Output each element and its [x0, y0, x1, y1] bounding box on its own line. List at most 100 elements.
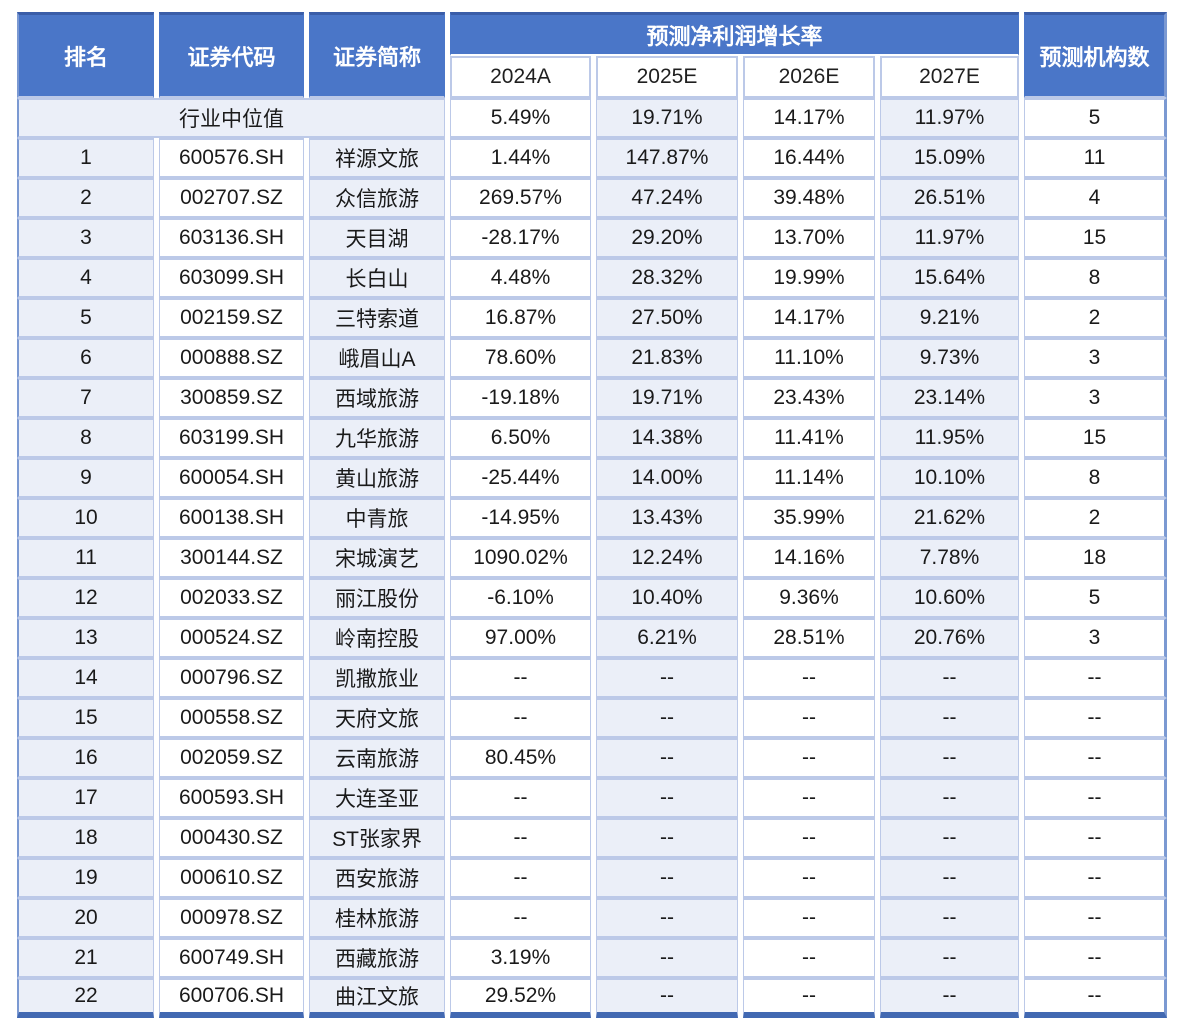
growth-2025e-cell: --: [596, 698, 738, 738]
growth-2024a-cell: 80.45%: [450, 738, 591, 778]
name-cell: 云南旅游: [309, 738, 445, 778]
growth-2027e-cell: 9.21%: [880, 298, 1019, 338]
name-cell: 峨眉山A: [309, 338, 445, 378]
growth-2024a-cell: 1.44%: [450, 138, 591, 178]
code-cell: 600593.SH: [159, 778, 304, 818]
rank-cell: 17: [17, 778, 154, 818]
table-row: 12 002033.SZ 丽江股份 -6.10% 10.40% 9.36% 10.60% 5: [17, 578, 1167, 618]
growth-2027e-cell: --: [880, 698, 1019, 738]
inst-count-cell: 5: [1024, 578, 1167, 618]
inst-count-cell: --: [1024, 978, 1167, 1018]
median-label: 行业中位值: [17, 98, 445, 138]
median-inst-count: 5: [1024, 98, 1167, 138]
rank-cell: 13: [17, 618, 154, 658]
growth-2025e-cell: 147.87%: [596, 138, 738, 178]
rank-cell: 19: [17, 858, 154, 898]
table-row: 20 000978.SZ 桂林旅游 -- -- -- -- --: [17, 898, 1167, 938]
growth-2024a-cell: 3.19%: [450, 938, 591, 978]
inst-count-cell: --: [1024, 818, 1167, 858]
inst-count-cell: 3: [1024, 338, 1167, 378]
growth-2026e-cell: --: [743, 698, 875, 738]
name-cell: 三特索道: [309, 298, 445, 338]
growth-2025e-cell: 12.24%: [596, 538, 738, 578]
table-row: 9 600054.SH 黄山旅游 -25.44% 14.00% 11.14% 10.10% 8: [17, 458, 1167, 498]
header-row-group: 排名 证券代码 证券简称 预测净利润增长率 预测机构数: [17, 12, 1167, 98]
code-cell: 000610.SZ: [159, 858, 304, 898]
growth-2027e-cell: 23.14%: [880, 378, 1019, 418]
growth-2026e-cell: 23.43%: [743, 378, 875, 418]
table-row: 2 002707.SZ 众信旅游 269.57% 47.24% 39.48% 26.51% 4: [17, 178, 1167, 218]
growth-2025e-cell: 14.00%: [596, 458, 738, 498]
rank-cell: 8: [17, 418, 154, 458]
rank-cell: 7: [17, 378, 154, 418]
table-row: 8 603199.SH 九华旅游 6.50% 14.38% 11.41% 11.95% 15: [17, 418, 1167, 458]
code-cell: 300144.SZ: [159, 538, 304, 578]
median-growth-2024a: 5.49%: [450, 98, 591, 138]
table-row: 4 603099.SH 长白山 4.48% 28.32% 19.99% 15.64% 8: [17, 258, 1167, 298]
name-cell: 天府文旅: [309, 698, 445, 738]
code-cell: 600138.SH: [159, 498, 304, 538]
table-row: 15 000558.SZ 天府文旅 -- -- -- -- --: [17, 698, 1167, 738]
growth-2027e-cell: --: [880, 978, 1019, 1018]
growth-2025e-cell: 13.43%: [596, 498, 738, 538]
rank-cell: 9: [17, 458, 154, 498]
growth-2024a-cell: -19.18%: [450, 378, 591, 418]
forecast-table: 排名 证券代码 证券简称 预测净利润增长率 预测机构数 2024A 2025E …: [12, 12, 1172, 1018]
inst-count-cell: 2: [1024, 498, 1167, 538]
code-cell: 603136.SH: [159, 218, 304, 258]
rank-cell: 11: [17, 538, 154, 578]
growth-2024a-cell: -28.17%: [450, 218, 591, 258]
inst-count-cell: --: [1024, 898, 1167, 938]
growth-2026e-cell: 19.99%: [743, 258, 875, 298]
name-cell: ST张家界: [309, 818, 445, 858]
growth-2026e-cell: --: [743, 858, 875, 898]
name-cell: 大连圣亚: [309, 778, 445, 818]
table-row: 14 000796.SZ 凯撒旅业 -- -- -- -- --: [17, 658, 1167, 698]
name-cell: 祥源文旅: [309, 138, 445, 178]
code-cell: 600749.SH: [159, 938, 304, 978]
growth-2024a-cell: 97.00%: [450, 618, 591, 658]
growth-2024a-cell: 6.50%: [450, 418, 591, 458]
growth-2026e-cell: 13.70%: [743, 218, 875, 258]
col-header-2027e: 2027E: [880, 56, 1019, 98]
code-cell: 603199.SH: [159, 418, 304, 458]
code-cell: 000888.SZ: [159, 338, 304, 378]
code-cell: 002033.SZ: [159, 578, 304, 618]
growth-2027e-cell: --: [880, 898, 1019, 938]
table-row: 3 603136.SH 天目湖 -28.17% 29.20% 13.70% 11.97% 15: [17, 218, 1167, 258]
growth-2024a-cell: 29.52%: [450, 978, 591, 1018]
code-cell: 000796.SZ: [159, 658, 304, 698]
inst-count-cell: 3: [1024, 618, 1167, 658]
col-header-code: 证券代码: [159, 12, 304, 98]
col-header-2024a: 2024A: [450, 56, 591, 98]
table-row: 5 002159.SZ 三特索道 16.87% 27.50% 14.17% 9.21% 2: [17, 298, 1167, 338]
code-cell: 000524.SZ: [159, 618, 304, 658]
inst-count-cell: 11: [1024, 138, 1167, 178]
growth-2025e-cell: --: [596, 738, 738, 778]
code-cell: 002159.SZ: [159, 298, 304, 338]
table-row: 11 300144.SZ 宋城演艺 1090.02% 12.24% 14.16% 7.78%…: [17, 538, 1167, 578]
growth-2026e-cell: 16.44%: [743, 138, 875, 178]
growth-2024a-cell: --: [450, 818, 591, 858]
name-cell: 中青旅: [309, 498, 445, 538]
name-cell: 西藏旅游: [309, 938, 445, 978]
inst-count-cell: --: [1024, 938, 1167, 978]
growth-2025e-cell: --: [596, 658, 738, 698]
name-cell: 众信旅游: [309, 178, 445, 218]
growth-2025e-cell: 14.38%: [596, 418, 738, 458]
name-cell: 曲江文旅: [309, 978, 445, 1018]
inst-count-cell: 2: [1024, 298, 1167, 338]
growth-2025e-cell: 28.32%: [596, 258, 738, 298]
name-cell: 西安旅游: [309, 858, 445, 898]
col-header-name: 证券简称: [309, 12, 445, 98]
growth-2025e-cell: 21.83%: [596, 338, 738, 378]
col-header-2026e: 2026E: [743, 56, 875, 98]
median-growth-2026e: 14.17%: [743, 98, 875, 138]
table-row: 21 600749.SH 西藏旅游 3.19% -- -- -- --: [17, 938, 1167, 978]
growth-2027e-cell: 20.76%: [880, 618, 1019, 658]
median-row: 行业中位值 5.49% 19.71% 14.17% 11.97% 5: [17, 98, 1167, 138]
growth-2026e-cell: 35.99%: [743, 498, 875, 538]
growth-2027e-cell: 11.95%: [880, 418, 1019, 458]
col-header-2025e: 2025E: [596, 56, 738, 98]
